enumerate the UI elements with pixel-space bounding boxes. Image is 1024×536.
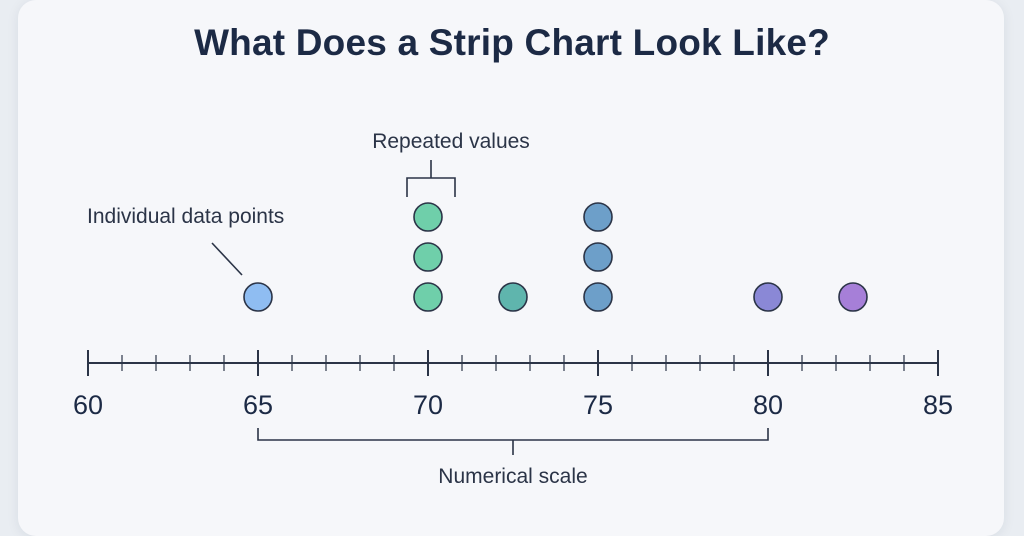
data-point <box>583 282 613 312</box>
tick-label: 70 <box>413 390 443 420</box>
data-point <box>583 242 613 272</box>
tick-label: 60 <box>73 390 103 420</box>
data-points <box>243 202 868 312</box>
data-point <box>838 282 868 312</box>
page-title: What Does a Strip Chart Look Like? <box>194 22 830 63</box>
tick-label: 65 <box>243 390 273 420</box>
data-point <box>498 282 528 312</box>
data-point <box>413 242 443 272</box>
data-point <box>753 282 783 312</box>
axis-tick-labels: 60 65 70 75 80 85 <box>73 390 953 420</box>
tick-label: 75 <box>583 390 613 420</box>
axis-ticks <box>87 350 939 376</box>
annotation-repeated-values: Repeated values <box>372 130 530 153</box>
numerical-scale-bracket <box>257 428 769 455</box>
annotation-individual-points: Individual data points <box>87 205 284 228</box>
annotation-numerical-scale: Numerical scale <box>438 465 587 488</box>
data-point <box>583 202 613 232</box>
data-point <box>413 202 443 232</box>
data-point <box>413 282 443 312</box>
tick-label: 80 <box>753 390 783 420</box>
chart-card <box>18 0 1004 536</box>
repeated-values-bracket <box>406 160 456 197</box>
tick-label: 85 <box>923 390 953 420</box>
annotation-pointer-line <box>211 242 243 276</box>
data-point <box>243 282 273 312</box>
